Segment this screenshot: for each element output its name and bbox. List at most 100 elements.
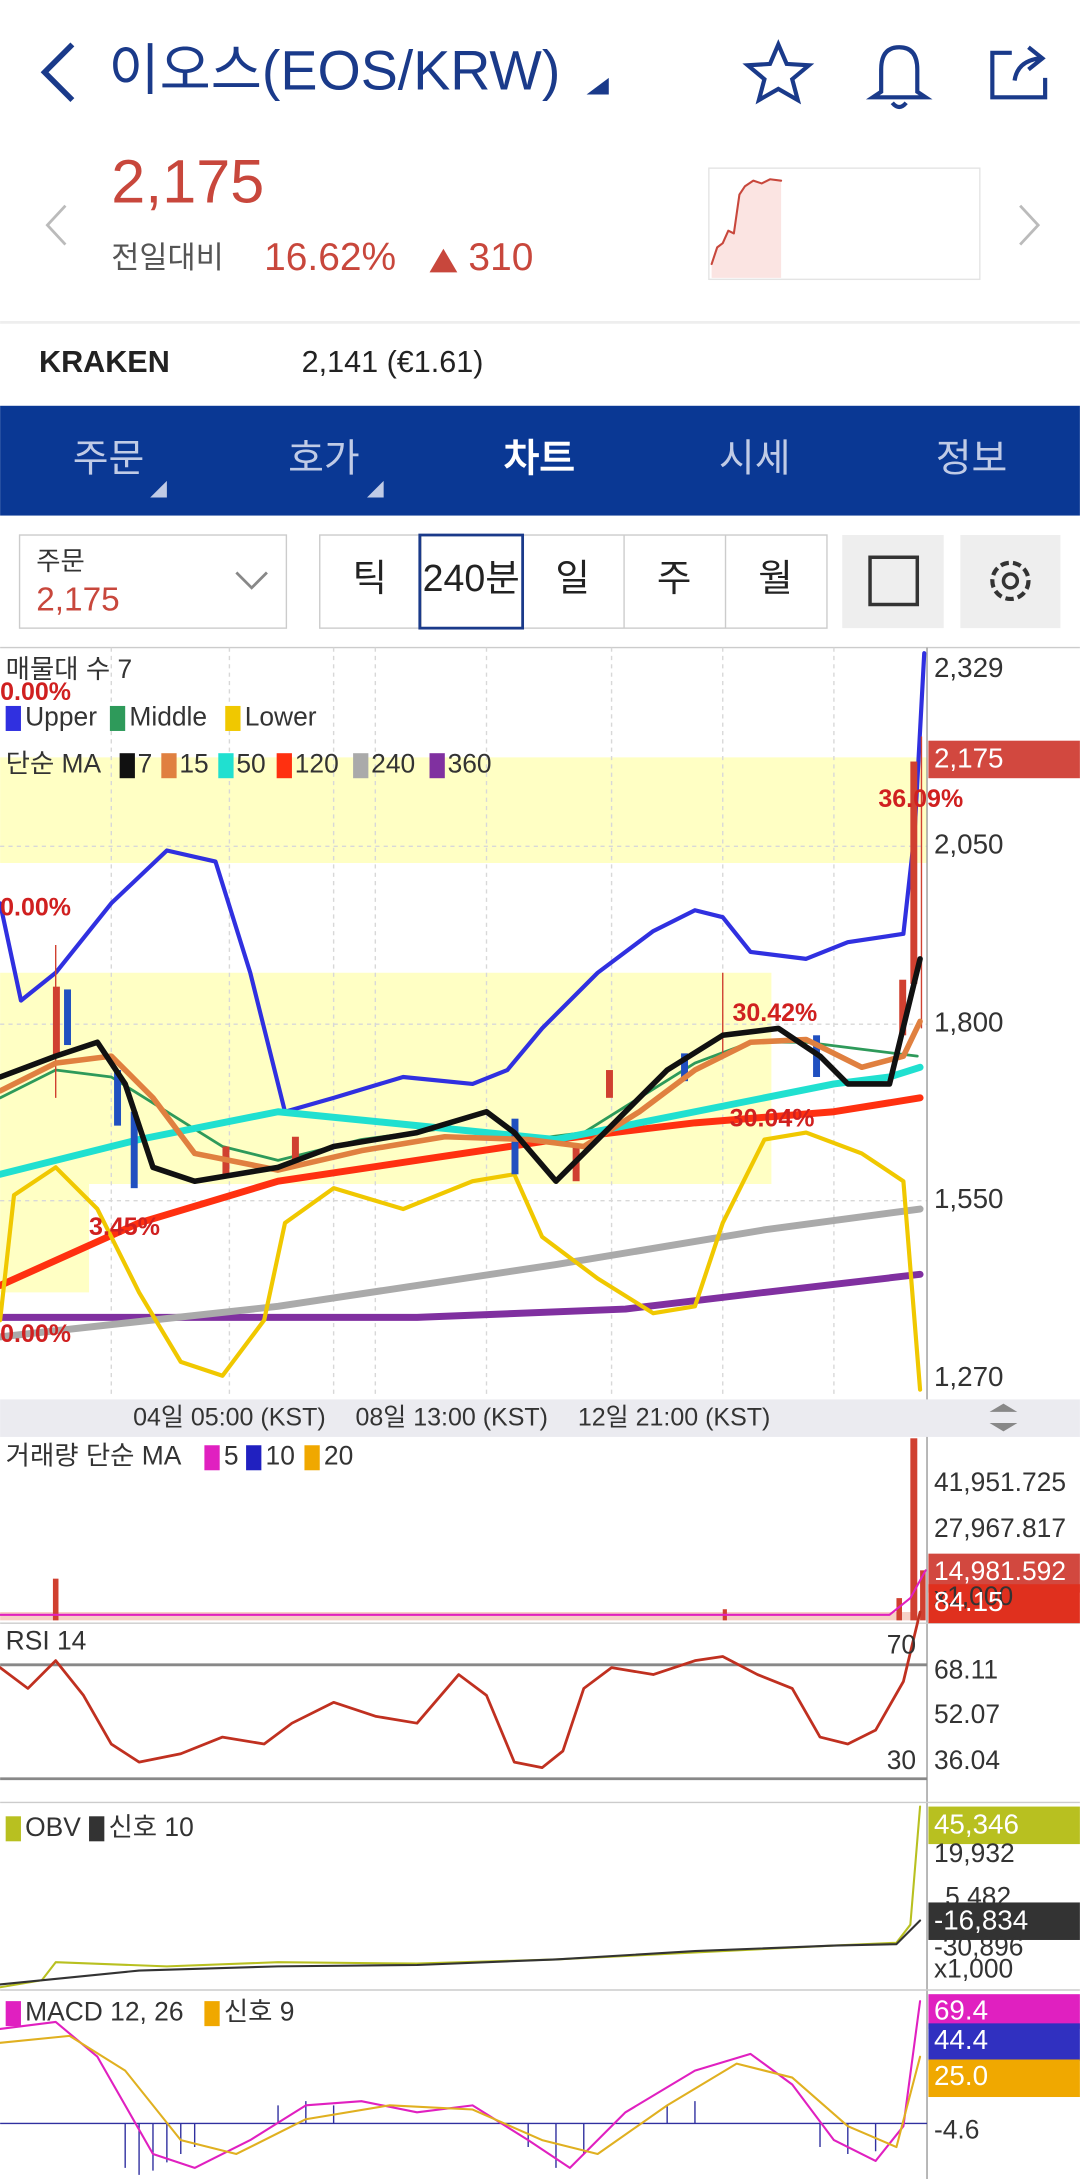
price-axis-label: 1,270 bbox=[934, 1361, 1004, 1392]
annotation: 36.09% bbox=[878, 785, 963, 813]
time-label: 12일 21:00 (KST) bbox=[578, 1403, 771, 1431]
interval[interactable]: 일 bbox=[555, 557, 590, 599]
legend-swatches bbox=[5, 705, 445, 2027]
tab[interactable]: 호가 bbox=[288, 438, 360, 481]
candle bbox=[681, 1053, 688, 1082]
legend-swatch bbox=[204, 1445, 220, 1471]
candle bbox=[52, 986, 60, 1057]
alarm-button[interactable] bbox=[865, 45, 933, 110]
legend-entry: 5 bbox=[224, 1441, 239, 1471]
interval[interactable]: 월 bbox=[758, 557, 793, 599]
tab[interactable]: 시세 bbox=[719, 438, 791, 481]
macd-histogram bbox=[124, 2101, 877, 2175]
obv-tag bbox=[928, 1806, 1080, 1845]
exchange-name: KRAKEN bbox=[39, 345, 170, 379]
interval[interactable]: 틱 bbox=[353, 557, 388, 599]
draw-button[interactable] bbox=[842, 535, 944, 629]
tab[interactable]: 차트 bbox=[504, 438, 576, 481]
interval[interactable]: 주 bbox=[657, 557, 692, 599]
time-label: 08일 13:00 (KST) bbox=[355, 1403, 548, 1431]
rsi-line bbox=[0, 1610, 922, 1770]
annotation: 0.00% bbox=[0, 1320, 71, 1348]
legend-entry: 신호 10 bbox=[109, 1812, 194, 1842]
legend-swatch bbox=[5, 2001, 21, 2027]
order-box[interactable] bbox=[18, 534, 288, 629]
prev-button[interactable] bbox=[45, 204, 67, 246]
volume-current-label: 14,981.592 bbox=[934, 1556, 1066, 1586]
macd-tag bbox=[928, 1994, 1080, 2029]
current-price-tag bbox=[928, 740, 1080, 779]
obv-axis-label: x1,000 bbox=[934, 1954, 1013, 1984]
legend-swatch bbox=[246, 1445, 262, 1471]
macd-tag bbox=[928, 2023, 1080, 2061]
resize-handle[interactable] bbox=[989, 1403, 1018, 1432]
legend-entry: 240 bbox=[371, 749, 415, 779]
settings-button[interactable] bbox=[960, 535, 1061, 629]
obv-signal bbox=[0, 1919, 922, 1986]
volume-axis-label: x1,000 bbox=[934, 1581, 1013, 1611]
tab-bar bbox=[0, 405, 1080, 516]
order-label: 주문 bbox=[36, 546, 85, 576]
tab[interactable]: 주문 bbox=[73, 438, 145, 481]
page-title[interactable]: 이오스(EOS/KRW) bbox=[109, 40, 561, 102]
bollinger-lower bbox=[0, 1130, 923, 1392]
ma-360 bbox=[0, 1270, 924, 1321]
tab[interactable]: 정보 bbox=[936, 438, 1008, 481]
volume-bar bbox=[910, 1438, 918, 1621]
rsi-axis-label: 52.07 bbox=[934, 1699, 1000, 1729]
candle bbox=[899, 979, 907, 1036]
obv-axis-label: -30,896 bbox=[934, 1931, 1024, 1961]
candle bbox=[291, 1136, 299, 1162]
legend-entry: Lower bbox=[245, 701, 317, 731]
legend-entry: 360 bbox=[448, 749, 492, 779]
dropdown-arrow[interactable] bbox=[586, 77, 609, 95]
legend-entry: 20 bbox=[324, 1441, 353, 1471]
favorite-button[interactable] bbox=[742, 39, 815, 105]
legend-entry: Middle bbox=[129, 701, 207, 731]
share-button[interactable] bbox=[990, 45, 1048, 100]
volume-baseline bbox=[0, 1612, 918, 1621]
sparkline bbox=[710, 178, 783, 266]
volume-bar bbox=[52, 1578, 59, 1621]
back-button[interactable] bbox=[40, 42, 75, 103]
legend-text: RSI 14 bbox=[6, 1626, 87, 1656]
interval[interactable]: 240분 bbox=[423, 557, 520, 599]
current-price-label: 2,175 bbox=[934, 742, 1004, 773]
order-value[interactable]: 2,175 bbox=[36, 582, 119, 619]
legend-text: 거래량 단순 MA bbox=[6, 1441, 182, 1471]
next-button[interactable] bbox=[1019, 204, 1041, 246]
obv-axis-label: 19,932 bbox=[934, 1838, 1015, 1868]
change-label: 전일대비 bbox=[111, 241, 223, 275]
settings-icon bbox=[990, 560, 1031, 602]
legend-swatch bbox=[276, 753, 292, 779]
volume-axis-label: 27,967.817 bbox=[934, 1513, 1066, 1543]
legend-entry: 120 bbox=[295, 749, 339, 779]
annotation: 30.04% bbox=[730, 1105, 815, 1133]
interval-group bbox=[319, 534, 828, 629]
order-dropdown[interactable] bbox=[235, 571, 268, 590]
price-axis-label: 1,550 bbox=[934, 1183, 1004, 1214]
ma-15 bbox=[0, 1018, 923, 1173]
price-axis-label: 2,329 bbox=[934, 652, 1004, 683]
ma-240 bbox=[0, 1205, 924, 1341]
rsi-tag bbox=[928, 1584, 1080, 1624]
volume-profile-band bbox=[0, 757, 928, 863]
legend-text: 단순 MA bbox=[6, 749, 102, 779]
candle bbox=[606, 1070, 613, 1098]
legend-swatch bbox=[225, 705, 241, 731]
macd-tag bbox=[928, 2059, 1080, 2098]
legend-swatch bbox=[204, 2001, 220, 2027]
annotation: 3.45% bbox=[89, 1213, 160, 1241]
draw-icon bbox=[868, 555, 920, 607]
time-axis-bar bbox=[0, 1399, 1080, 1437]
up-arrow bbox=[429, 248, 458, 273]
legend-swatch bbox=[89, 1816, 105, 1842]
change-amount: 310 bbox=[468, 236, 533, 279]
candle bbox=[511, 1118, 519, 1175]
time-label: 04일 05:00 (KST) bbox=[133, 1403, 326, 1431]
tab-arrow bbox=[366, 480, 384, 498]
settings-icon bbox=[1001, 572, 1020, 590]
legend-swatch bbox=[109, 705, 126, 731]
ma-7 bbox=[0, 956, 923, 1184]
obv-signal-label: -16,834 bbox=[934, 1904, 1028, 1935]
